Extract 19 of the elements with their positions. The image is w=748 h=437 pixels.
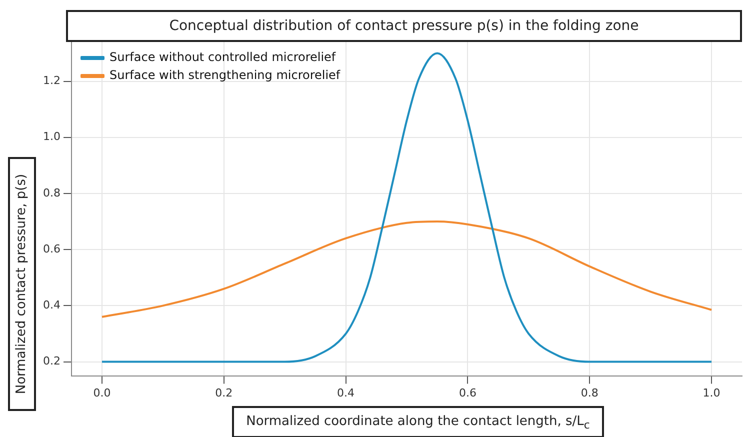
x-tick-label: 0.2 [215, 386, 233, 400]
legend-label: Surface without controlled microrelief [109, 50, 336, 64]
x-tick-label: 0.4 [337, 386, 355, 400]
y-tick-label: 1.0 [42, 130, 60, 144]
x-tick-label: 0.6 [458, 386, 476, 400]
y-tick-label: 0.6 [42, 242, 60, 256]
y-tick-label: 0.2 [42, 354, 60, 368]
y-tick-label: 1.2 [42, 74, 60, 88]
chart-title: Conceptual distribution of contact pressure p(s) in the folding zone [66, 10, 742, 42]
x-tick-label: 1.0 [702, 386, 720, 400]
x-axis-title: Normalized coordinate along the contact length, s/L$_{c}$ [232, 406, 604, 437]
y-tick-label: 0.4 [42, 298, 60, 312]
y-tick-label: 0.8 [42, 186, 60, 200]
x-tick-label: 0.8 [580, 386, 598, 400]
x-tick-label: 0.0 [93, 386, 111, 400]
line-series [100, 52, 713, 363]
line-series [100, 220, 713, 318]
legend-label: Surface with strengthening microrelief [109, 68, 341, 82]
y-axis-title: Normalized contact pressure, p(s) [8, 157, 36, 411]
